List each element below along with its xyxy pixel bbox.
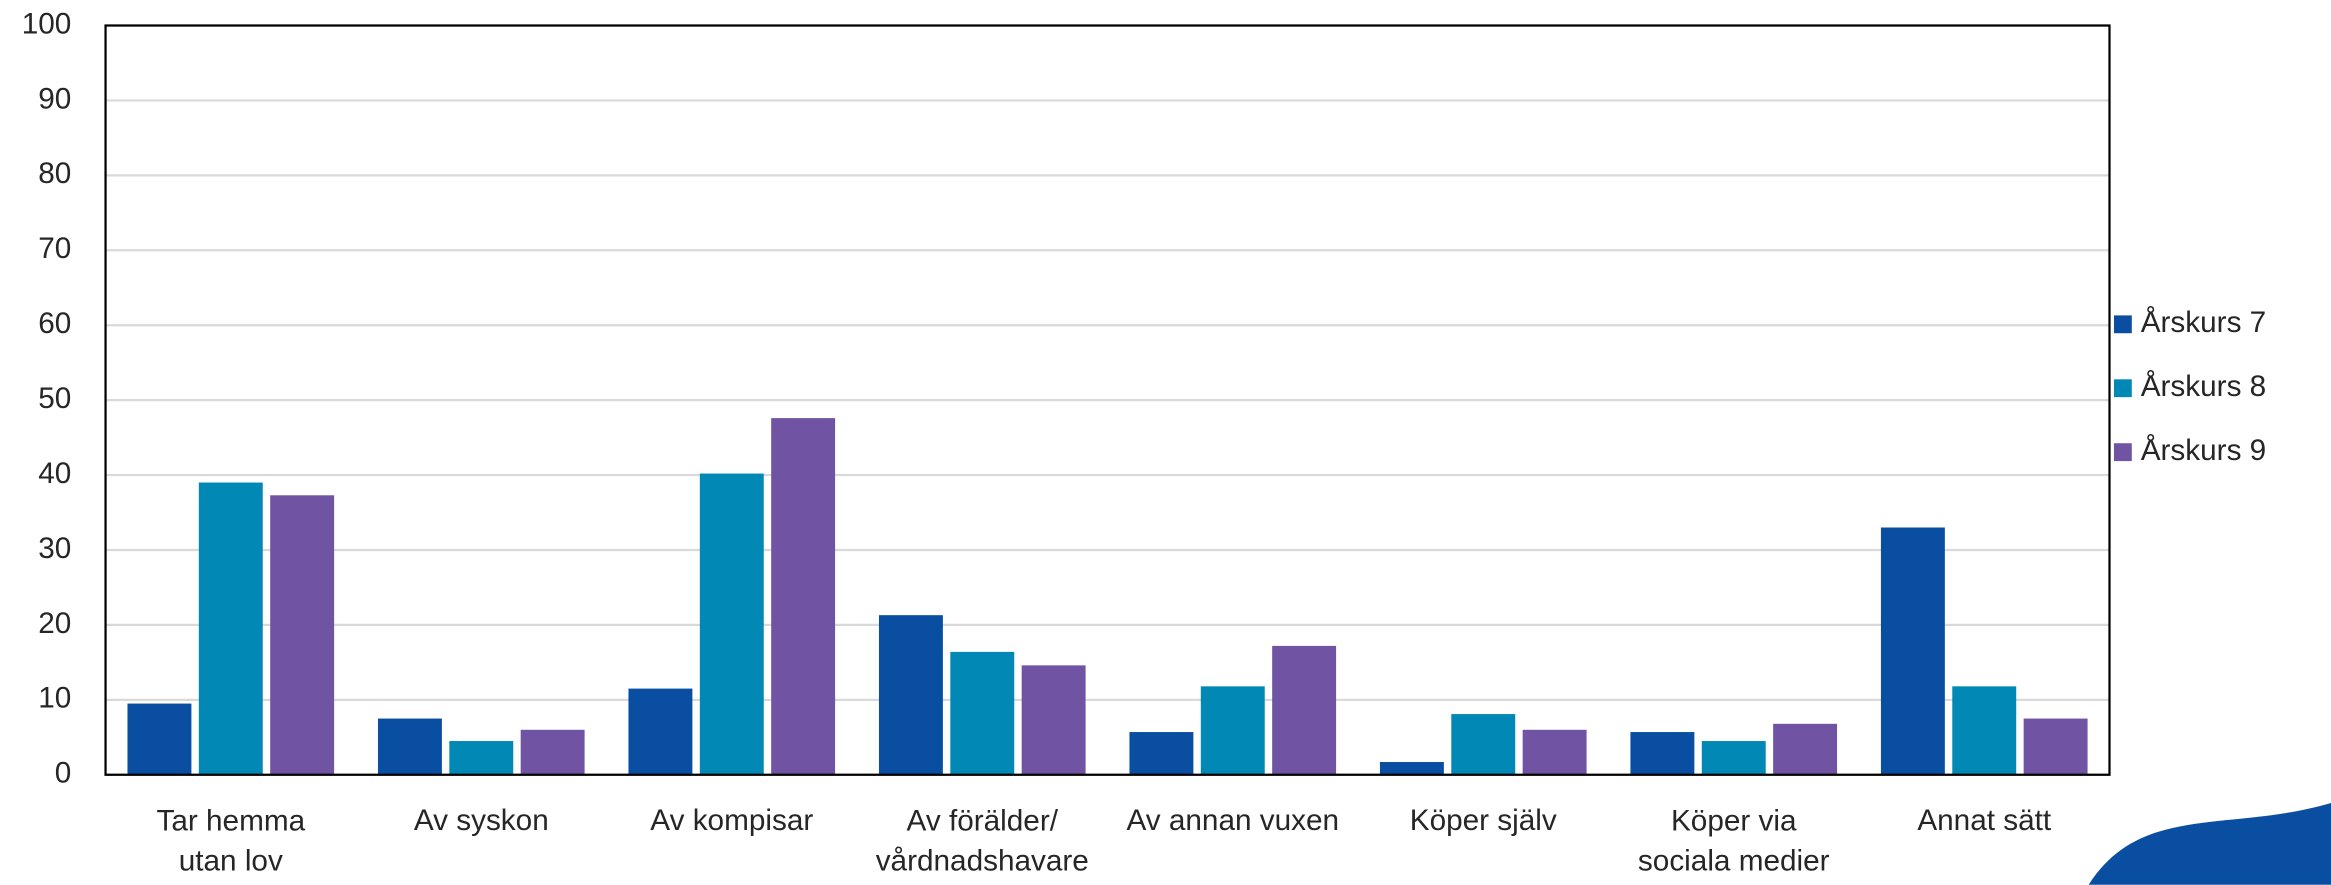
y-tick-label: 0 [55, 757, 72, 790]
legend-swatch [2113, 379, 2132, 398]
y-tick-label: 50 [38, 382, 71, 415]
y-tick-label: 40 [38, 457, 71, 490]
bar [520, 729, 585, 775]
x-tick-label: Av annan vuxen [1126, 804, 1339, 837]
bar [1522, 729, 1587, 775]
bar [1952, 686, 2017, 775]
bar [878, 615, 943, 775]
x-tick-label: Tar hemma utan lov [156, 804, 305, 877]
y-tick-label: 20 [38, 607, 71, 640]
bar [377, 718, 442, 775]
x-tick-label: Annat sätt [1917, 804, 2052, 837]
bar [1630, 732, 1695, 775]
y-tick-label: 60 [38, 307, 71, 340]
bar [1701, 741, 1766, 775]
bar [198, 482, 263, 775]
y-tick-label: 100 [22, 7, 72, 40]
bar [771, 418, 836, 775]
bar [2023, 718, 2088, 775]
bar [1129, 732, 1194, 775]
x-tick-label: Av syskon [414, 804, 549, 837]
x-tick-label: Av kompisar [650, 804, 813, 837]
legend-label: Årskurs 9 [2141, 434, 2267, 467]
bar [628, 688, 693, 775]
y-tick-label: 30 [38, 532, 71, 565]
bar [1451, 714, 1516, 775]
bar [1200, 686, 1265, 775]
legend-swatch [2113, 315, 2132, 334]
legend-swatch [2113, 443, 2132, 462]
x-tick-label: Köper själv [1410, 804, 1557, 837]
bar [1021, 665, 1086, 775]
x-tick-label: Köper via sociala medier [1638, 804, 1830, 877]
decoration [2088, 803, 2331, 885]
bar [1880, 527, 1945, 775]
bar [1272, 645, 1337, 775]
bar [449, 741, 514, 775]
y-tick-label: 70 [38, 232, 71, 265]
bar [699, 473, 764, 775]
y-tick-label: 10 [38, 682, 71, 715]
y-tick-label: 80 [38, 157, 71, 190]
bar [1379, 762, 1444, 775]
y-tick-label: 90 [38, 82, 71, 115]
plot-frame [104, 24, 2111, 776]
bar [270, 495, 335, 775]
legend-label: Årskurs 8 [2141, 370, 2267, 403]
x-tick-label: Av förälder/vårdnadshavare [876, 804, 1089, 877]
bar [1773, 723, 1838, 775]
legend-label: Årskurs 7 [2141, 306, 2267, 339]
bar [127, 703, 192, 775]
bar [950, 651, 1015, 775]
